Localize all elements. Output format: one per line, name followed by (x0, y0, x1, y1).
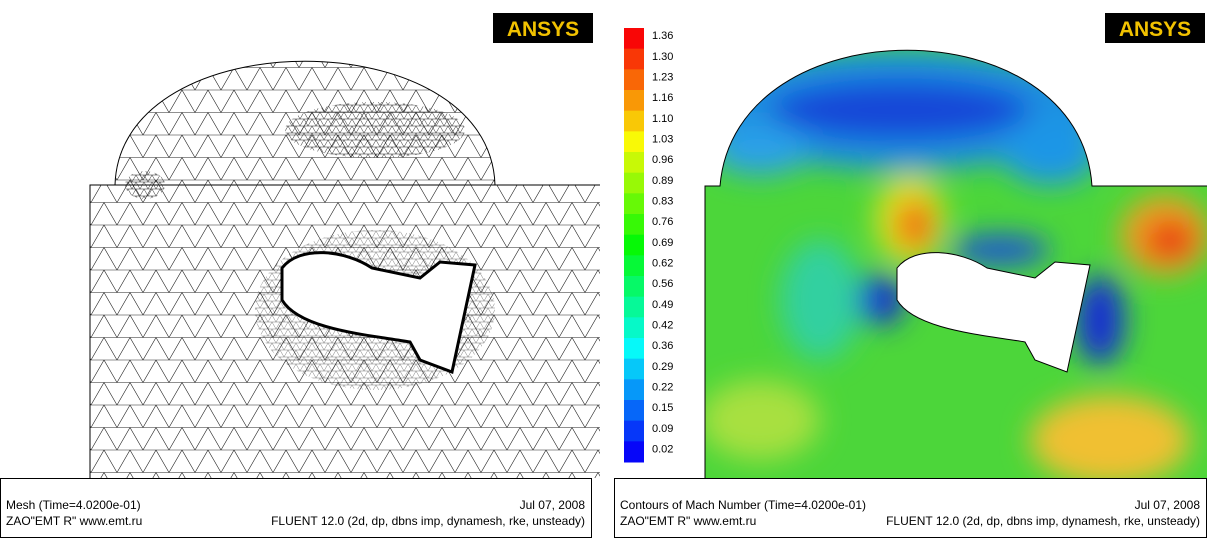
footer-date: Jul 07, 2008 (520, 498, 586, 512)
color-swatch (624, 152, 644, 174)
logo: ANSYS (1119, 18, 1191, 41)
color-swatch (624, 110, 644, 132)
mesh-view (89, 60, 600, 478)
logo-box (1105, 13, 1205, 43)
colorbar-label: 0.09 (652, 423, 673, 435)
colorbar-label: 0.49 (652, 299, 673, 311)
footer-solver: FLUENT 12.0 (2d, dp, dbns imp, dynamesh,… (271, 514, 585, 528)
color-swatch (624, 358, 644, 380)
footer-credit: ZAO"EMT R" www.emt.ru (620, 514, 756, 528)
colorbar-label: 1.30 (652, 51, 673, 63)
colorbar-label: 0.76 (652, 216, 673, 228)
colorbar-label: 0.56 (652, 278, 673, 290)
footer-credit: ZAO"EMT R" www.emt.ru (6, 514, 142, 528)
color-swatch (624, 441, 644, 463)
color-swatch (624, 296, 644, 318)
footer-box (614, 478, 1207, 538)
colorbar-label: 1.16 (652, 92, 673, 104)
colorbar-label: 0.22 (652, 382, 673, 394)
footer-title: Mesh (Time=4.0200e-01) (6, 498, 141, 512)
footer-date: Jul 07, 2008 (1135, 498, 1201, 512)
colorbar-label: 1.23 (652, 72, 673, 84)
color-swatch (624, 255, 644, 277)
color-swatch (624, 48, 644, 70)
color-swatch (624, 69, 644, 91)
colorbar-label: 0.29 (652, 361, 673, 373)
colorbar: 1.36 1.30 1.23 1.16 1.10 1.03 0.96 0.89 0.83 0.76… (624, 28, 673, 463)
color-swatch (624, 193, 644, 215)
color-swatch (624, 28, 644, 50)
colorbar-label: 1.03 (652, 134, 673, 146)
colorbar-label: 0.36 (652, 340, 673, 352)
colorbar-label: 0.62 (652, 258, 673, 270)
color-swatch (624, 379, 644, 401)
colorbar-label: 0.15 (652, 402, 673, 414)
contour-view (704, 49, 1207, 478)
colorbar-label: 0.02 (652, 444, 673, 456)
color-swatch (624, 276, 644, 298)
color-swatch (624, 90, 644, 112)
colorbar-label: 0.42 (652, 320, 673, 332)
color-swatch (624, 172, 644, 194)
colorbar-label: 1.10 (652, 113, 673, 125)
logo: ANSYS (507, 18, 579, 41)
colorbar-label: 0.89 (652, 175, 673, 187)
footer-solver: FLUENT 12.0 (2d, dp, dbns imp, dynamesh,… (886, 514, 1200, 528)
colorbar-label: 1.36 (652, 30, 673, 42)
color-swatch (624, 400, 644, 422)
color-swatch (624, 338, 644, 360)
color-swatch (624, 131, 644, 153)
footer-title: Contours of Mach Number (Time=4.0200e-01… (620, 498, 866, 512)
color-swatch (624, 317, 644, 339)
colorbar-label: 0.83 (652, 196, 673, 208)
color-swatch (624, 234, 644, 256)
colorbar-label: 0.96 (652, 154, 673, 166)
logo-box (493, 13, 593, 43)
color-swatch (624, 420, 644, 442)
colorbar-label: 0.69 (652, 237, 673, 249)
color-swatch (624, 214, 644, 236)
